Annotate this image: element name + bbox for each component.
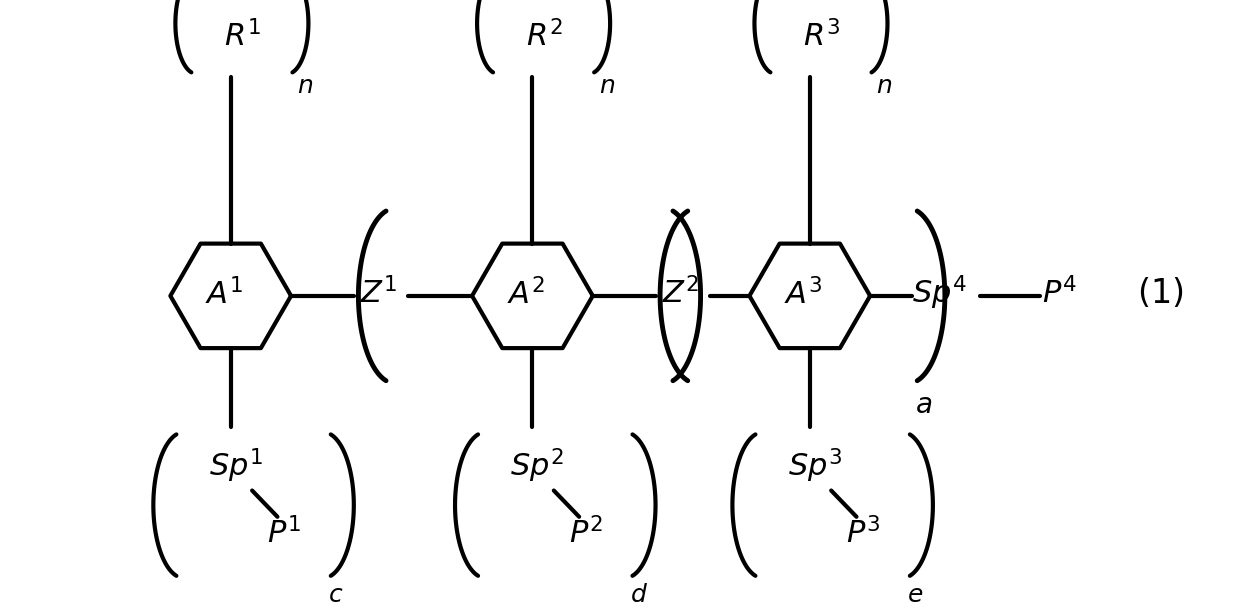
Text: $Sp^2$: $Sp^2$ bbox=[511, 447, 564, 485]
Text: $A^3$: $A^3$ bbox=[784, 278, 822, 310]
Text: $Z^1$: $Z^1$ bbox=[360, 276, 397, 309]
Text: $Sp^3$: $Sp^3$ bbox=[787, 447, 842, 485]
Text: $A^1$: $A^1$ bbox=[205, 278, 243, 310]
Text: $(1)$: $(1)$ bbox=[1137, 276, 1183, 310]
Text: $P^4$: $P^4$ bbox=[1043, 276, 1078, 309]
Text: $R^3$: $R^3$ bbox=[802, 20, 839, 52]
Text: $n$: $n$ bbox=[875, 74, 892, 98]
Text: $d$: $d$ bbox=[630, 583, 647, 607]
Text: $n$: $n$ bbox=[599, 74, 615, 98]
Text: $Sp^4$: $Sp^4$ bbox=[911, 273, 966, 312]
Text: $Sp^1$: $Sp^1$ bbox=[208, 447, 263, 485]
Text: $R^2$: $R^2$ bbox=[526, 20, 563, 52]
Text: $a$: $a$ bbox=[915, 391, 932, 419]
Text: $c$: $c$ bbox=[329, 583, 343, 607]
Text: $P^1$: $P^1$ bbox=[267, 517, 301, 549]
Text: $R^1$: $R^1$ bbox=[224, 20, 260, 52]
Text: $P^3$: $P^3$ bbox=[846, 517, 880, 549]
Text: $n$: $n$ bbox=[296, 74, 312, 98]
Text: $e$: $e$ bbox=[908, 583, 924, 607]
Text: $P^2$: $P^2$ bbox=[569, 517, 603, 549]
Text: $A^2$: $A^2$ bbox=[507, 278, 544, 310]
Text: $Z^2$: $Z^2$ bbox=[662, 276, 699, 309]
